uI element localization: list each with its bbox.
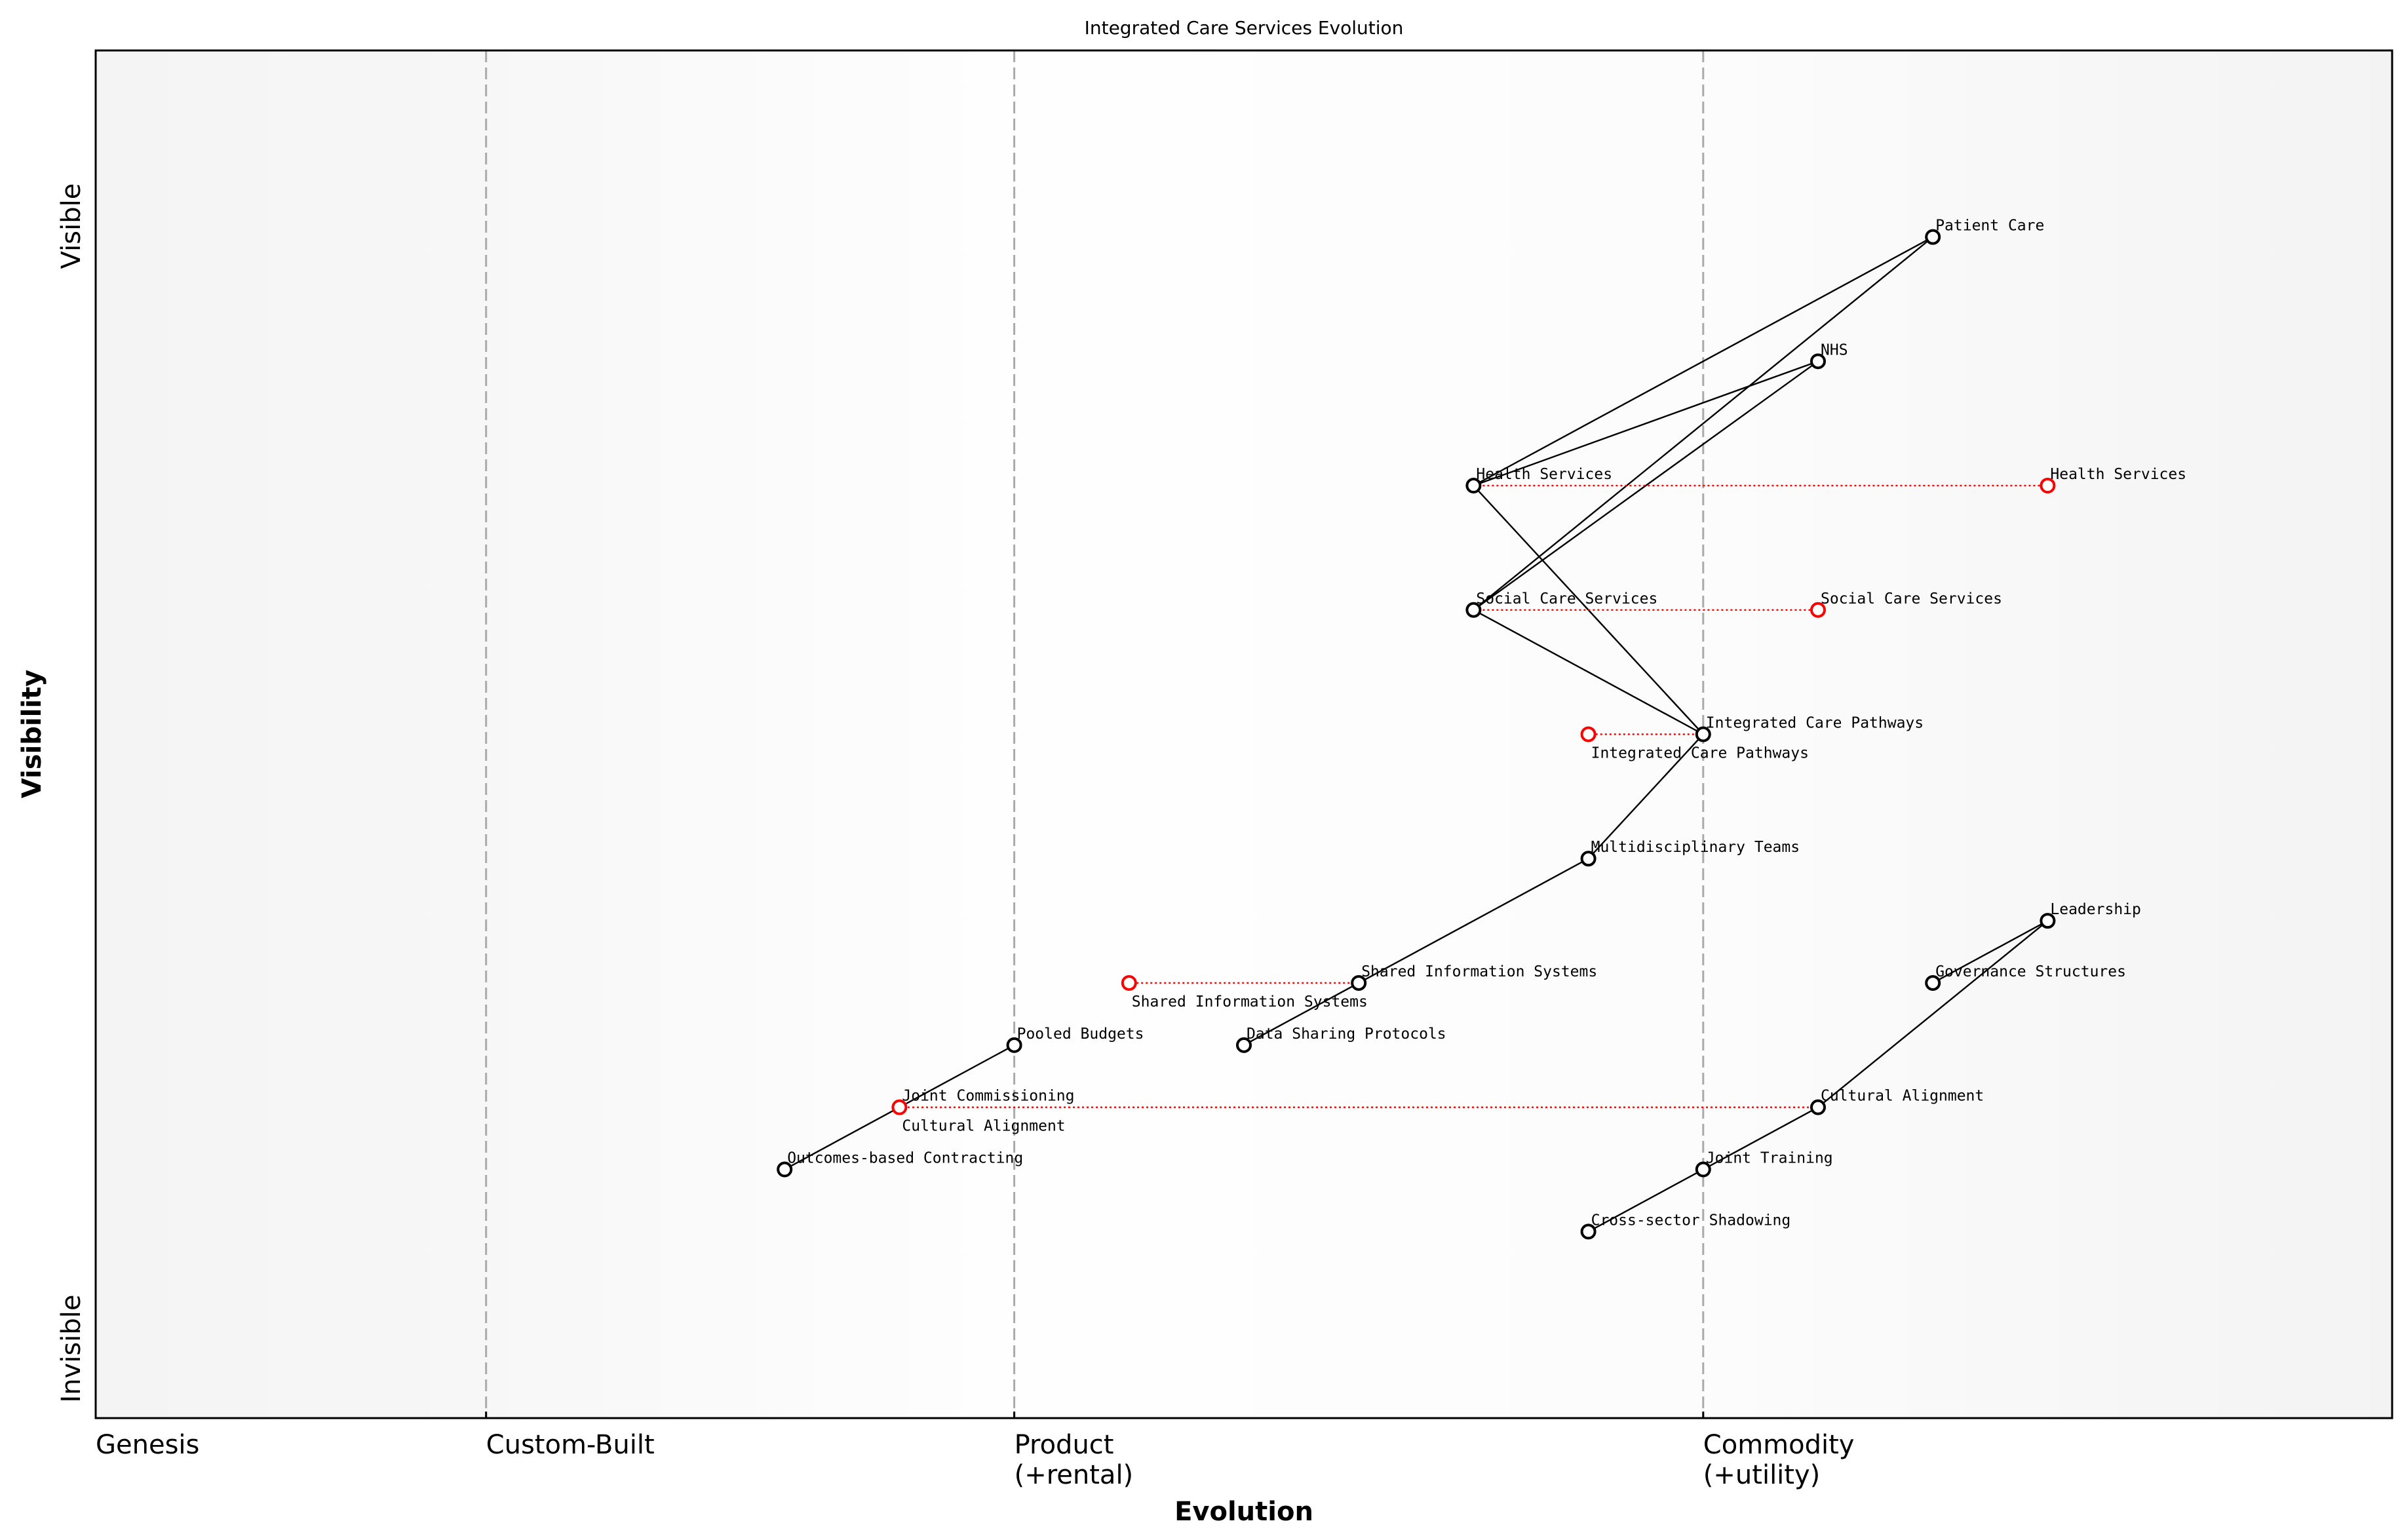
label-joint-training: Joint Training [1706,1150,1833,1167]
node-cultural-alignment[interactable] [1810,1099,1826,1115]
evolved-label-cultural-alignment: Cultural Alignment [902,1118,1065,1135]
node-social-care-services[interactable] [1465,602,1482,618]
label-patient-care: Patient Care [1935,218,2044,235]
node-cross-sector-shadowing[interactable] [1580,1223,1597,1240]
evolved-label-integrated-care-pathways: Integrated Care Pathways [1591,745,1809,762]
link-joint-commissioning-to-outcomes-based-contracting [784,1106,900,1170]
x-axis-label: Evolution [1174,1497,1313,1527]
node-leadership[interactable] [2040,913,2056,929]
label-data-sharing-protocols: Data Sharing Protocols [1247,1026,1446,1043]
plot-frame [94,49,2393,1419]
y-axis-label: Visibility [17,670,47,798]
evolved-node-shared-information-systems[interactable] [1121,974,1137,991]
label-governance-structures: Governance Structures [1935,963,2126,980]
label-cultural-alignment: Cultural Alignment [1821,1088,1984,1105]
stage-label-product: Product (+rental) [1015,1430,1134,1490]
link-leadership-to-governance-structures [1932,920,2048,984]
evolved-label-shared-information-systems: Shared Information Systems [1132,993,1368,1011]
stage-label-custom-built: Custom-Built [486,1430,655,1460]
label-multidisciplinary-teams: Multidisciplinary Teams [1591,839,1800,856]
node-outcomes-based-contracting[interactable] [777,1161,793,1178]
y-top-label: Visible [56,183,87,269]
label-nhs: NHS [1821,341,1848,358]
link-multidisciplinary-teams-to-shared-information-systems [1358,858,1589,984]
evolved-label-social-care-services: Social Care Services [1821,590,2002,607]
evolved-node-integrated-care-pathways[interactable] [1580,726,1597,742]
node-multidisciplinary-teams[interactable] [1580,851,1597,867]
link-patient-care-to-health-services [1473,236,1933,487]
y-bottom-label: Invisible [56,1295,87,1403]
node-patient-care[interactable] [1925,229,1941,245]
node-integrated-care-pathways[interactable] [1695,726,1711,742]
stage-label-genesis: Genesis [96,1430,199,1460]
evolved-node-health-services[interactable] [2040,478,2056,494]
label-pooled-budgets: Pooled Budgets [1017,1026,1144,1043]
label-shared-information-systems: Shared Information Systems [1361,963,1597,980]
label-social-care-services: Social Care Services [1476,590,1657,607]
map-title: Integrated Care Services Evolution [1085,17,1404,39]
link-nhs-to-health-services [1473,360,1819,487]
evolved-node-cultural-alignment[interactable] [891,1099,908,1115]
label-integrated-care-pathways: Integrated Care Pathways [1706,715,1924,732]
label-health-services: Health Services [1476,466,1612,483]
node-governance-structures[interactable] [1925,974,1941,991]
link-nhs-to-social-care-services [1473,360,1819,611]
label-cross-sector-shadowing: Cross-sector Shadowing [1591,1212,1791,1229]
node-joint-training[interactable] [1695,1161,1711,1178]
link-shared-information-systems-to-data-sharing-protocols [1243,982,1359,1046]
evolved-node-social-care-services[interactable] [1810,602,1826,618]
link-pooled-budgets-to-joint-commissioning [899,1044,1015,1108]
node-pooled-budgets[interactable] [1006,1037,1022,1053]
link-leadership-to-cultural-alignment [1817,920,2049,1108]
link-joint-training-to-cross-sector-shadowing [1588,1168,1704,1233]
label-joint-commissioning: Joint Commissioning [902,1088,1074,1105]
stage-label-commodity: Commodity (+utility) [1703,1430,1855,1490]
node-nhs[interactable] [1810,353,1826,370]
node-health-services[interactable] [1465,478,1482,494]
evolved-label-health-services: Health Services [2050,466,2186,483]
node-shared-information-systems[interactable] [1351,974,1367,991]
link-cultural-alignment-to-joint-training [1703,1106,1819,1170]
plot-background [96,50,2392,1418]
node-data-sharing-protocols[interactable] [1236,1037,1252,1053]
label-leadership: Leadership [2050,901,2140,918]
link-patient-care-to-social-care-services [1473,236,1933,611]
label-outcomes-based-contracting: Outcomes-based Contracting [787,1150,1023,1167]
link-integrated-care-pathways-to-multidisciplinary-teams [1587,733,1704,860]
link-social-care-services-to-integrated-care-pathways [1473,609,1704,735]
